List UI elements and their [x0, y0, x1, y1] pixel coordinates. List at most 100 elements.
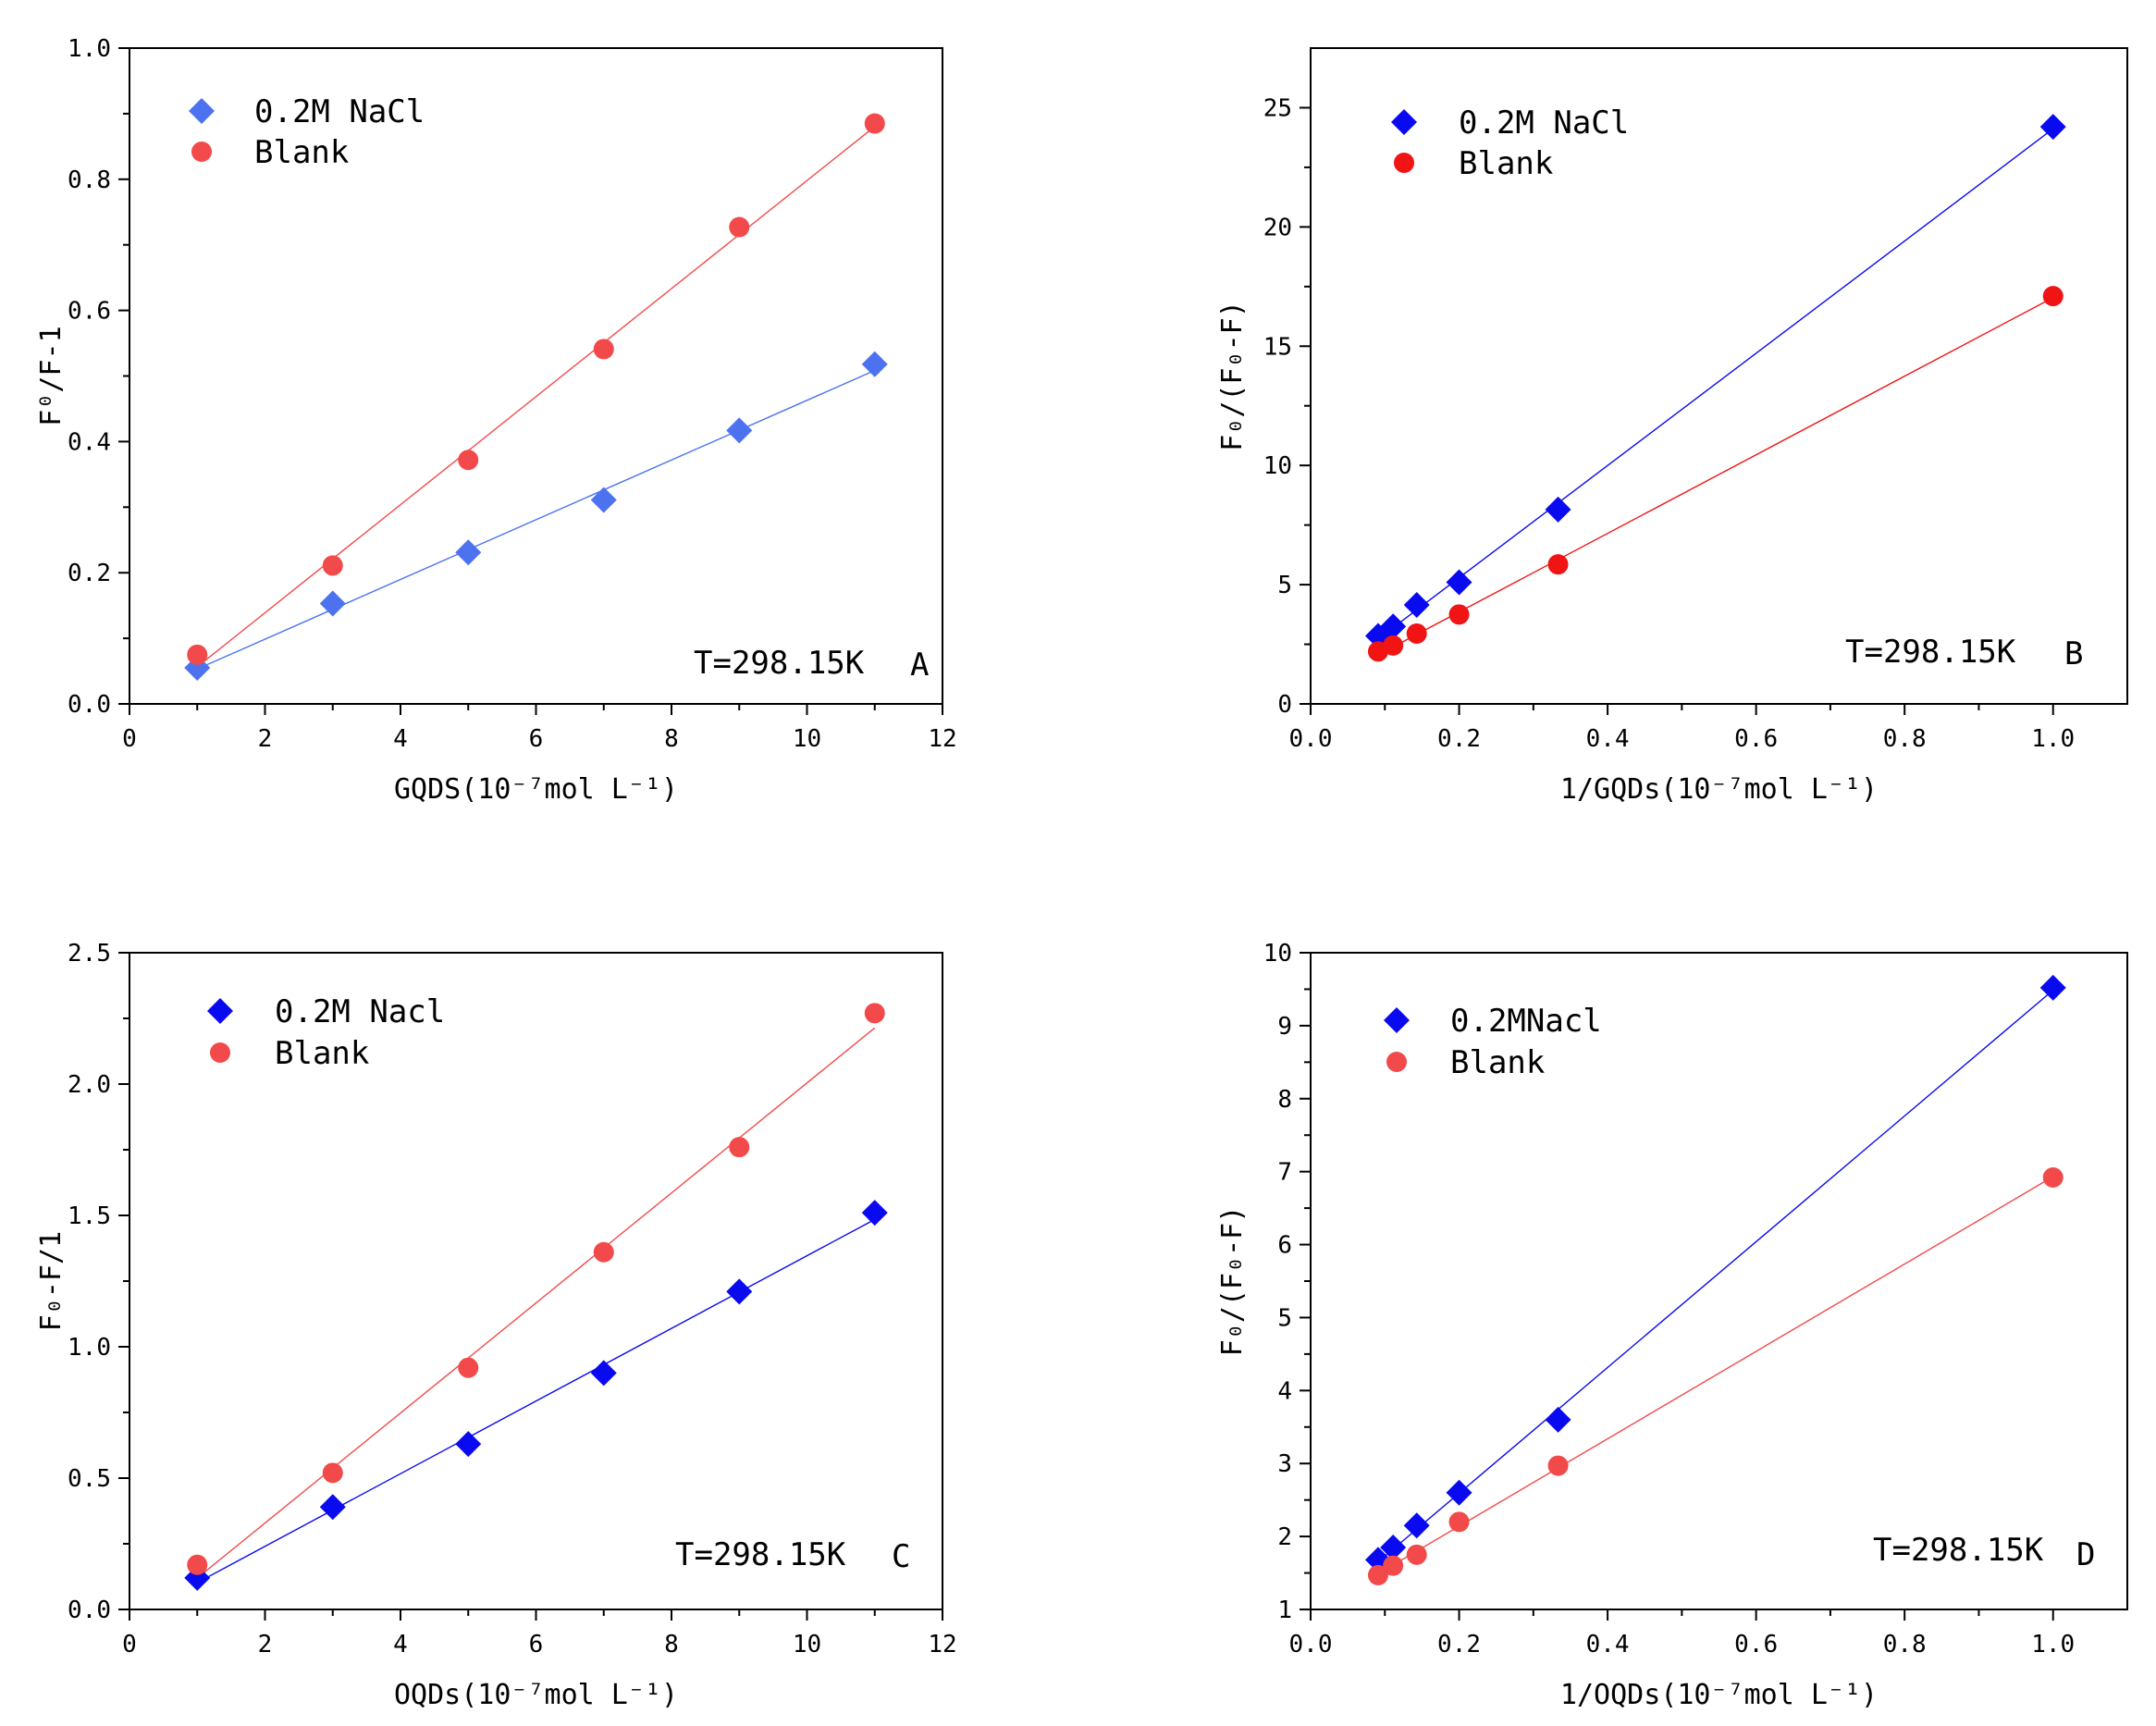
- legend-label: 0.2M NaCl: [254, 93, 425, 130]
- fit-line-blank: [196, 126, 876, 668]
- x-tick-label: 0.0: [1289, 725, 1333, 753]
- blank-point: [593, 339, 614, 360]
- x-tick-label: 0.8: [1883, 1631, 1927, 1658]
- nacl-point: [319, 590, 346, 617]
- y-axis-title: F₀/(F₀-F): [1216, 1206, 1249, 1357]
- y-tick-label: 0.8: [68, 166, 111, 194]
- legend-marker: [1386, 1052, 1407, 1072]
- legend-label: 0.2M Nacl: [275, 993, 445, 1030]
- nacl-point: [455, 1431, 482, 1458]
- temperature-annotation: T=298.15K: [694, 645, 865, 682]
- temperature-annotation: T=298.15K: [1873, 1532, 2044, 1569]
- x-tick-label: 0: [122, 1631, 137, 1658]
- blank-point: [1406, 623, 1427, 644]
- x-tick-label: 0.4: [1586, 1631, 1630, 1658]
- legend-label: Blank: [254, 134, 349, 171]
- y-tick-label: 1: [1277, 1597, 1292, 1624]
- blank-point: [322, 1462, 343, 1484]
- nacl-point: [455, 539, 482, 566]
- x-tick-label: 8: [664, 1631, 679, 1658]
- y-axis-title: F₀/(F₀-F): [1216, 301, 1249, 451]
- nacl-point: [1403, 592, 1430, 619]
- nacl-point: [1545, 496, 1571, 523]
- y-tick-label: 2.0: [68, 1071, 111, 1099]
- blank-point: [1367, 1564, 1388, 1585]
- plot-frame: [1310, 952, 2128, 1610]
- panel-label: B: [2064, 635, 2083, 672]
- y-tick-label: 2: [1277, 1523, 1292, 1551]
- x-tick-label: 4: [393, 725, 408, 753]
- x-tick-label: 0.4: [1586, 725, 1630, 753]
- y-tick-label: 0.2: [68, 560, 111, 587]
- nacl-point: [1446, 1479, 1472, 1506]
- legend-marker: [191, 142, 212, 162]
- y-tick-label: 1.0: [68, 35, 111, 63]
- plot-frame: [1310, 47, 2128, 705]
- nacl-point: [861, 351, 888, 377]
- x-axis-title: 1/OQDs(10⁻⁷mol L⁻¹): [1560, 1679, 1878, 1711]
- y-tick-label: 15: [1263, 333, 1292, 361]
- x-tick-label: 12: [928, 725, 956, 753]
- x-tick-label: 10: [793, 1631, 821, 1658]
- fit-line-blank: [1377, 297, 2054, 656]
- blank-point: [864, 1003, 885, 1024]
- legend-marker: [210, 1042, 230, 1063]
- x-axis-title: 1/GQDs(10⁻⁷mol L⁻¹): [1560, 773, 1878, 806]
- chart-panel-d: 0.0 0.2 0.4 0.6 0.8 1.0 1 2 3 4 5 6 7 8 9 10 1/OQDs(10⁻⁷…: [1216, 940, 2128, 1711]
- legend-marker: [1394, 153, 1414, 173]
- blank-point: [187, 1554, 208, 1575]
- legend-marker: [1384, 1007, 1410, 1033]
- legend-label: Blank: [275, 1035, 369, 1072]
- x-tick-label: 6: [529, 1631, 544, 1658]
- panel-label: D: [2076, 1536, 2095, 1573]
- x-tick-label: 0.6: [1734, 725, 1778, 753]
- x-tick-label: 0.2: [1437, 725, 1481, 753]
- chart-panel-a: 0 2 4 6 8 10 12 0.0 0.2 0.4 0.6 0.8 1.0 GQDS(10⁻⁷mol …: [35, 35, 957, 806]
- blank-point: [2042, 286, 2064, 307]
- legend-label: Blank: [1450, 1044, 1545, 1081]
- nacl-point: [319, 1494, 346, 1521]
- x-tick-label: 0.6: [1734, 1631, 1778, 1658]
- blank-point: [187, 644, 208, 665]
- nacl-point: [1403, 1512, 1430, 1539]
- legend-label: 0.2M NaCl: [1459, 105, 1629, 142]
- blank-point: [729, 1137, 750, 1158]
- y-axis-title: F⁰/F-1: [35, 326, 68, 425]
- y-tick-label: 6: [1277, 1232, 1292, 1260]
- blank-point: [458, 450, 479, 471]
- x-tick-label: 2: [258, 725, 273, 753]
- x-tick-label: 1.0: [2031, 1631, 2075, 1658]
- nacl-point: [861, 1200, 888, 1227]
- legend-label: Blank: [1459, 145, 1553, 182]
- x-tick-label: 0.2: [1437, 1631, 1481, 1658]
- blank-point: [1406, 1544, 1427, 1565]
- y-tick-label: 0.4: [68, 428, 111, 456]
- blank-point: [1547, 1455, 1569, 1476]
- chart-panel-c: 0 2 4 6 8 10 12 0.0 0.5 1.0 1.5 2.0 2.5 OQDs(10⁻⁷mol …: [35, 940, 957, 1711]
- x-axis-title: GQDS(10⁻⁷mol L⁻¹): [394, 773, 678, 806]
- x-tick-label: 0: [122, 725, 137, 753]
- blank-point: [1448, 1511, 1470, 1533]
- y-tick-label: 0.6: [68, 298, 111, 326]
- y-tick-label: 2.5: [68, 940, 111, 968]
- blank-point: [593, 1241, 614, 1263]
- panel-label: A: [910, 647, 929, 684]
- x-tick-label: 0.8: [1883, 725, 1927, 753]
- y-tick-label: 20: [1263, 214, 1292, 241]
- plot-frame: [129, 47, 943, 705]
- y-axis-title: F₀-F/1: [35, 1231, 68, 1331]
- y-tick-label: 1.5: [68, 1202, 111, 1230]
- legend-marker: [1391, 109, 1417, 135]
- nacl-point: [726, 417, 753, 444]
- y-tick-label: 0.5: [68, 1465, 111, 1493]
- x-axis-title: OQDs(10⁻⁷mol L⁻¹): [394, 1679, 678, 1711]
- y-tick-label: 10: [1263, 452, 1292, 480]
- temperature-annotation: T=298.15K: [675, 1536, 846, 1573]
- blank-point: [1383, 635, 1404, 656]
- y-tick-label: 0.0: [68, 691, 111, 719]
- nacl-point: [1380, 613, 1407, 640]
- blank-point: [2042, 1166, 2064, 1188]
- y-tick-label: 9: [1277, 1013, 1292, 1041]
- y-tick-label: 7: [1277, 1159, 1292, 1187]
